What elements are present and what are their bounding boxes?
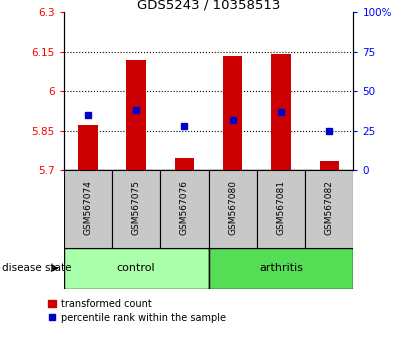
Bar xyxy=(209,170,257,248)
Title: GDS5243 / 10358513: GDS5243 / 10358513 xyxy=(137,0,280,11)
Text: GSM567080: GSM567080 xyxy=(228,180,237,235)
Bar xyxy=(160,170,209,248)
Text: disease state: disease state xyxy=(2,263,72,273)
Text: arthritis: arthritis xyxy=(259,263,303,273)
Bar xyxy=(64,170,112,248)
Text: GSM567082: GSM567082 xyxy=(325,180,334,235)
Bar xyxy=(112,170,160,248)
Bar xyxy=(175,158,194,170)
Bar xyxy=(320,161,339,170)
Text: control: control xyxy=(117,263,155,273)
Bar xyxy=(209,248,353,289)
Bar xyxy=(271,55,291,170)
Bar xyxy=(64,248,208,289)
Bar xyxy=(223,56,242,170)
Text: GSM567076: GSM567076 xyxy=(180,180,189,235)
Text: GSM567074: GSM567074 xyxy=(83,180,92,235)
Bar xyxy=(78,125,97,170)
Bar xyxy=(305,170,353,248)
Legend: transformed count, percentile rank within the sample: transformed count, percentile rank withi… xyxy=(48,299,226,322)
Text: GSM567081: GSM567081 xyxy=(277,180,286,235)
Bar xyxy=(257,170,305,248)
Bar xyxy=(127,60,146,170)
Text: GSM567075: GSM567075 xyxy=(132,180,141,235)
